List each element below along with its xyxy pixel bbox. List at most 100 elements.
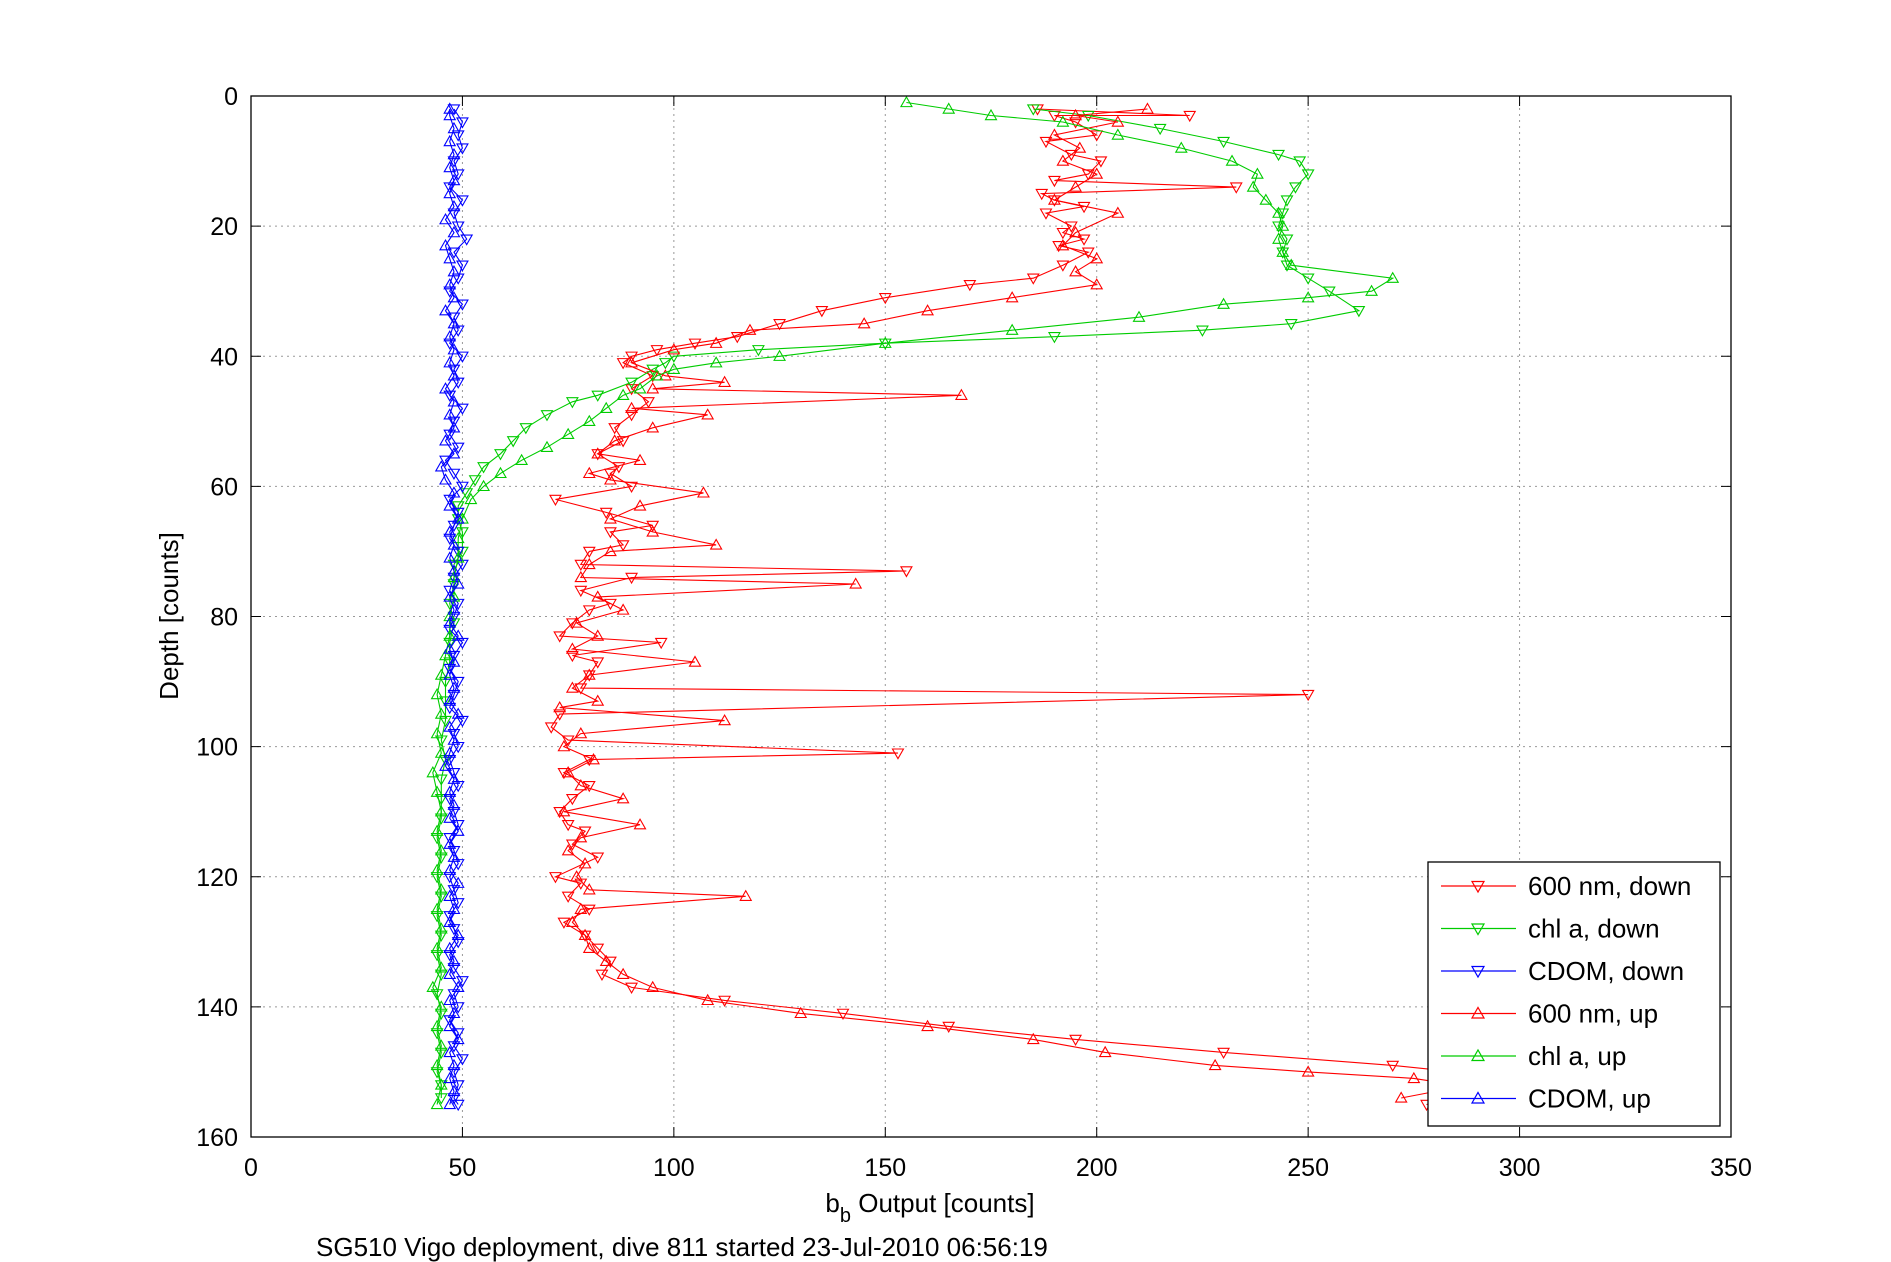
data-point <box>1174 141 1188 153</box>
data-point <box>1217 1047 1231 1060</box>
data-point <box>455 117 469 129</box>
data-point <box>1259 193 1273 205</box>
data-point <box>447 447 461 459</box>
data-point <box>984 108 998 121</box>
data-point <box>443 872 457 884</box>
data-point <box>701 993 715 1006</box>
data-point <box>443 668 457 680</box>
data-point <box>447 312 461 324</box>
data-point <box>451 221 465 233</box>
data-point <box>443 108 457 121</box>
data-point <box>553 709 567 721</box>
data-point <box>451 629 465 641</box>
data-point <box>451 1080 465 1092</box>
data-point <box>1276 245 1290 257</box>
data-point <box>443 702 457 715</box>
data-point <box>1386 271 1400 283</box>
data-point <box>1047 193 1061 205</box>
data-point <box>1047 128 1061 140</box>
data-point <box>1272 149 1285 162</box>
legend-item: 600 nm, down <box>1441 871 1691 901</box>
data-point <box>443 811 457 823</box>
data-point <box>1394 1091 1408 1103</box>
data-point <box>439 434 452 446</box>
x-tick-label: 350 <box>1710 1154 1752 1182</box>
data-point <box>616 967 630 980</box>
data-point <box>815 306 829 318</box>
data-point <box>1069 117 1083 129</box>
figure-caption: SG510 Vigo deployment, dive 811 started … <box>316 1232 1048 1262</box>
data-point <box>1141 102 1154 114</box>
data-point <box>625 356 639 368</box>
data-point <box>582 546 596 559</box>
data-point <box>954 388 968 400</box>
y-tick-label: 0 <box>224 83 238 111</box>
data-point <box>646 520 660 533</box>
data-point <box>1069 108 1083 121</box>
data-point <box>574 831 588 843</box>
x-tick-label: 150 <box>864 1154 906 1182</box>
x-tick-label: 300 <box>1499 1154 1541 1182</box>
data-point <box>506 436 520 448</box>
data-point <box>1293 156 1307 168</box>
data-point <box>1069 265 1083 277</box>
x-tick-label: 0 <box>244 1154 258 1182</box>
data-point <box>557 917 571 929</box>
data-point <box>439 473 452 485</box>
data-point <box>1301 689 1315 702</box>
data-point <box>646 382 660 394</box>
data-point <box>430 727 444 739</box>
data-point <box>1081 247 1095 259</box>
data-point <box>739 889 753 901</box>
data-point <box>451 928 465 940</box>
data-point <box>447 655 461 667</box>
data-point <box>430 902 444 914</box>
data-point <box>1301 291 1315 303</box>
legend-marker <box>1470 1091 1486 1104</box>
data-point <box>603 512 617 524</box>
data-point <box>451 442 465 454</box>
data-point <box>1039 208 1053 220</box>
data-point <box>582 557 596 570</box>
data-point <box>591 447 605 459</box>
data-point <box>447 954 461 967</box>
data-point <box>603 598 617 611</box>
legend-item: CDOM, down <box>1441 956 1684 986</box>
data-point <box>451 551 465 563</box>
data-point <box>451 707 465 719</box>
data-point <box>603 468 617 480</box>
data-point <box>447 603 461 615</box>
data-point <box>570 616 584 628</box>
y-tick-label: 20 <box>210 213 238 241</box>
data-point <box>455 143 469 155</box>
data-point <box>455 481 469 493</box>
data-point <box>447 199 461 212</box>
data-point <box>443 863 457 875</box>
data-point <box>1056 260 1070 272</box>
data-point <box>434 774 448 786</box>
data-point <box>430 941 444 953</box>
data-point <box>443 967 457 980</box>
axis-ticks: 0 50 100 150 200 250 300 350 0 20 40 60 80 100 120 140 1… <box>196 83 1752 1182</box>
legend-box <box>1427 861 1721 1127</box>
data-point <box>616 603 630 615</box>
data-point <box>1301 169 1315 181</box>
data-point <box>553 700 567 713</box>
data-point <box>565 397 579 409</box>
data-point <box>430 687 444 700</box>
data-point <box>451 169 465 181</box>
data-point <box>587 753 600 765</box>
data-point <box>460 234 474 246</box>
data-point <box>451 501 465 513</box>
data-point <box>1365 284 1379 296</box>
data-point <box>447 681 461 693</box>
data-point <box>582 605 596 617</box>
data-point <box>443 629 457 641</box>
data-point <box>519 423 533 435</box>
data-point <box>578 857 592 869</box>
data-point <box>616 436 630 448</box>
legend-marker <box>1470 1048 1486 1062</box>
data-point <box>561 766 575 778</box>
data-point <box>574 779 588 791</box>
y-tick-label: 100 <box>196 734 238 762</box>
